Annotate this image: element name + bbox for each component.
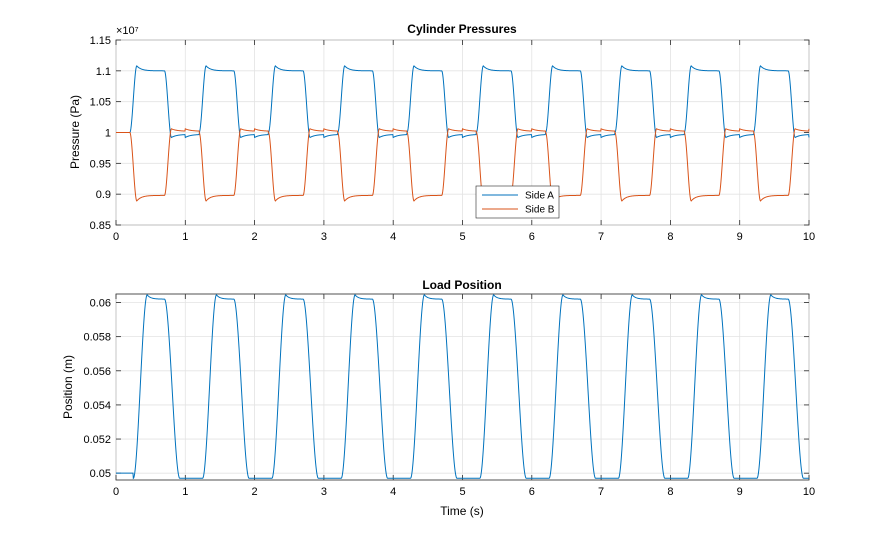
y-tick-label: 0.056 <box>83 366 111 378</box>
x-tick-label: 8 <box>667 486 673 498</box>
x-axis-label: Time (s) <box>440 504 484 518</box>
series-lines <box>116 65 810 202</box>
x-tick-label: 4 <box>390 231 396 243</box>
axes-cylinder-pressures: 0 1 2 3 4 5 6 7 8 9 10 0.85 0.9 0.95 1 1.05 1.1 1.15 ×10… <box>68 22 815 243</box>
y-axis-label: Pressure (Pa) <box>68 95 82 169</box>
x-tick-label: 6 <box>529 486 535 498</box>
y-tick-label: 1.05 <box>90 97 111 109</box>
x-tick-label: 3 <box>321 231 327 243</box>
x-tick-label: 5 <box>459 486 465 498</box>
chart-title: Load Position <box>422 278 501 292</box>
y-tick-label: 0.058 <box>83 332 111 344</box>
y-tick-label: 0.85 <box>90 220 111 232</box>
series-line-position <box>116 294 809 480</box>
x-tick-label: 5 <box>459 231 465 243</box>
legend: Side A Side B <box>475 185 560 219</box>
y-tick-label: 1 <box>105 128 111 140</box>
chart-title: Cylinder Pressures <box>407 22 517 36</box>
x-tick-label: 7 <box>598 231 604 243</box>
x-tick-label: 9 <box>737 231 743 243</box>
legend-label-side-b: Side B <box>525 205 555 216</box>
series-lines <box>116 294 809 480</box>
x-tick-label: 2 <box>252 231 258 243</box>
x-tick-labels: 0 1 2 3 4 5 6 7 8 9 10 <box>113 40 815 243</box>
y-tick-label: 0.052 <box>83 434 111 446</box>
y-tick-labels: 0.85 0.9 0.95 1 1.05 1.1 1.15 <box>90 35 809 232</box>
grid <box>115 294 810 480</box>
axes-load-position: 0 1 2 3 4 5 6 7 8 9 10 0.050.0520.0540.0560.0580.0… <box>61 278 815 518</box>
legend-box <box>475 185 560 219</box>
y-tick-label: 0.05 <box>90 468 111 480</box>
x-tick-label: 2 <box>252 486 258 498</box>
y-tick-label: 1.1 <box>96 66 111 78</box>
y-tick-labels: 0.05 0.052 0.054 0.056 0.058 0.06 <box>83 298 809 480</box>
x-tick-label: 6 <box>529 231 535 243</box>
series-line-side-b <box>116 128 810 202</box>
y-axis-label: Position (m) <box>61 355 75 419</box>
y-tick-label: 1.15 <box>90 35 111 47</box>
x-tick-label: 8 <box>667 231 673 243</box>
x-tick-label: 3 <box>321 486 327 498</box>
y-exponent-label: ×10⁷ <box>116 25 139 37</box>
y-tick-label: 0.06 <box>90 298 111 310</box>
y-tick-label: 0.9 <box>96 189 111 201</box>
x-tick-labels: 0 1 2 3 4 5 6 7 8 9 10 <box>113 294 815 498</box>
x-tick-label: 0 <box>113 231 119 243</box>
legend-label-side-a: Side A <box>525 191 554 202</box>
x-tick-label: 1 <box>182 231 188 243</box>
x-tick-label: 10 <box>803 486 815 498</box>
series-line-side-a <box>116 65 810 139</box>
x-tick-label: 9 <box>737 486 743 498</box>
y-tick-label: 0.95 <box>90 158 111 170</box>
y-tick-label: 0.054 <box>83 400 111 412</box>
x-tick-label: 0 <box>113 486 119 498</box>
x-tick-label: 7 <box>598 486 604 498</box>
x-tick-label: 1 <box>182 486 188 498</box>
x-tick-label: 10 <box>803 231 815 243</box>
x-tick-label: 4 <box>390 486 396 498</box>
